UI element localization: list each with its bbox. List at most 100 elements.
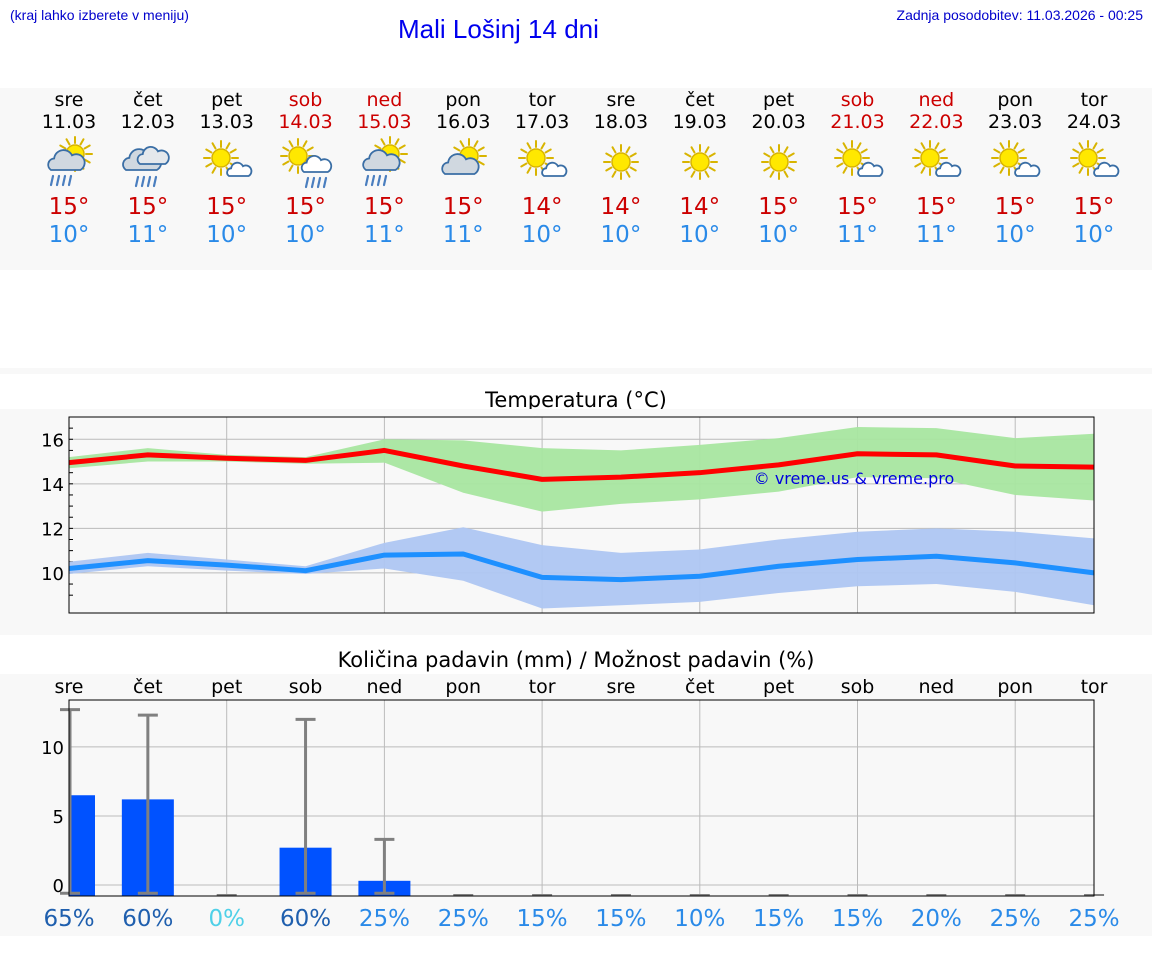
day-name: čet (685, 89, 715, 111)
precip-chance-label: 10% (674, 906, 725, 932)
day-date: 21.03 (830, 111, 885, 133)
precip-day-label: tor (1081, 676, 1108, 698)
temp-min-line (68, 551, 1095, 583)
last-updated: Zadnja posodobitev: 11.03.2026 - 00:25 (896, 7, 1143, 23)
precip-day-label: ned (367, 676, 403, 698)
day-name: pon (997, 89, 1034, 111)
min-temp: 11° (127, 222, 169, 248)
day-date: 13.03 (199, 111, 254, 133)
temp-y-tick-label: 12 (41, 519, 64, 540)
day-column: sre 18.03 14° 10° (581, 88, 661, 249)
separator-band (0, 368, 1152, 374)
sun-small-cloud-icon (202, 140, 253, 177)
day-date: 16.03 (436, 111, 491, 133)
sun-cloud-rain-icon (279, 138, 332, 189)
day-date: 22.03 (909, 111, 964, 133)
precip-y-tick-label: 10 (41, 738, 64, 759)
copyright-watermark: © vreme.us & vreme.pro (754, 469, 955, 488)
sun-small-cloud-icon (1070, 140, 1120, 177)
max-temp: 15° (915, 194, 957, 220)
precip-chance-label: 15% (595, 906, 646, 932)
max-temp: 14° (521, 194, 563, 220)
precip-day-label: čet (133, 676, 163, 698)
precip-y-tick-label: 5 (53, 807, 64, 828)
max-temp: 15° (837, 194, 878, 220)
min-temp: 10° (1073, 222, 1115, 248)
day-column: sre 11.03 15° 10° (29, 88, 109, 249)
cloudy-rain-icon (121, 146, 170, 188)
temperature-plot-frame (68, 416, 1095, 614)
sun-small-cloud-icon (991, 140, 1041, 177)
precip-chance-label: 25% (438, 906, 489, 932)
day-date: 14.03 (278, 111, 333, 133)
day-date: 17.03 (514, 111, 570, 133)
max-temp: 15° (206, 194, 248, 220)
day-column: ned 15.03 15° 11° (344, 88, 424, 249)
max-temp: 15° (442, 194, 484, 220)
max-temp: 15° (994, 194, 1036, 220)
precip-chance-label: 15% (517, 906, 568, 932)
precip-y-tick-label: 0 (53, 876, 64, 897)
temperature-chart-title: Temperatura (°C) (485, 388, 667, 412)
precip-day-label: tor (529, 676, 556, 698)
max-temp: 15° (758, 194, 800, 220)
partly-cloudy-rain-icon (47, 136, 93, 187)
precip-chance-label: 0% (208, 906, 245, 932)
temp-y-tick-label: 10 (41, 564, 64, 585)
max-temp: 15° (48, 194, 90, 220)
precip-day-label: sob (289, 676, 323, 698)
day-name: pon (445, 89, 482, 111)
precip-bar (69, 795, 95, 896)
precip-day-label: pet (763, 676, 794, 698)
min-temp: 10° (206, 222, 248, 248)
day-date: 12.03 (120, 111, 176, 133)
min-temp: 10° (48, 222, 90, 248)
day-date: 23.03 (987, 111, 1043, 133)
precip-chance-label: 20% (911, 906, 962, 932)
day-column: sob 21.03 15° 11° (818, 88, 898, 249)
day-column: ned 22.03 15° 11° (896, 88, 976, 249)
max-temp: 15° (285, 194, 326, 220)
partly-cloudy-rain-icon (362, 136, 409, 187)
precip-chance-label: 25% (990, 906, 1041, 932)
temp-min-range-band (69, 527, 1095, 609)
precip-chance-label: 25% (359, 906, 410, 932)
precip-day-label: čet (685, 676, 715, 698)
temperature-chart: 10 12 14 16 © vreme.us & vreme.pro (0, 409, 1152, 635)
min-temp: 10° (758, 222, 800, 248)
precip-day-label: ned (918, 676, 954, 698)
max-temp: 15° (364, 194, 405, 220)
min-temp: 11° (915, 222, 957, 248)
sun-small-cloud-icon (518, 140, 568, 177)
day-name: pet (763, 89, 795, 111)
day-name: sob (288, 89, 323, 111)
precip-chance-label: 15% (753, 906, 804, 932)
min-temp: 10° (285, 222, 326, 248)
precip-day-label: pon (997, 676, 1033, 698)
precip-chance-label: 25% (1068, 906, 1119, 932)
day-column: pon 23.03 15° 10° (975, 88, 1055, 249)
precip-day-label: sre (606, 676, 635, 698)
max-temp: 15° (127, 194, 169, 220)
day-name: pet (211, 89, 243, 111)
max-temp: 14° (679, 194, 721, 220)
temp-y-tick-label: 14 (41, 475, 64, 496)
day-date: 18.03 (593, 111, 649, 133)
sun-icon (760, 144, 797, 180)
max-temp: 14° (600, 194, 642, 220)
min-temp: 10° (994, 222, 1036, 248)
day-date: 20.03 (751, 111, 806, 133)
temp-max-line (68, 447, 1095, 482)
precip-chance-label: 60% (122, 906, 173, 932)
precip-day-label: pon (445, 676, 481, 698)
day-name: tor (1080, 89, 1108, 111)
precip-chance-label: 60% (280, 906, 331, 932)
page-title: Mali Lošinj 14 dni (398, 14, 599, 44)
day-date: 19.03 (672, 111, 727, 133)
day-column: pet 20.03 15° 10° (739, 88, 819, 249)
day-column: tor 24.03 15° 10° (1054, 88, 1134, 249)
day-name: sre (606, 89, 636, 111)
day-name: čet (133, 89, 163, 111)
sun-small-cloud-icon (912, 140, 962, 177)
precipitation-chart: sre čet pet sob ned pon tor sre čet pet sob ned pon t… (0, 674, 1152, 936)
